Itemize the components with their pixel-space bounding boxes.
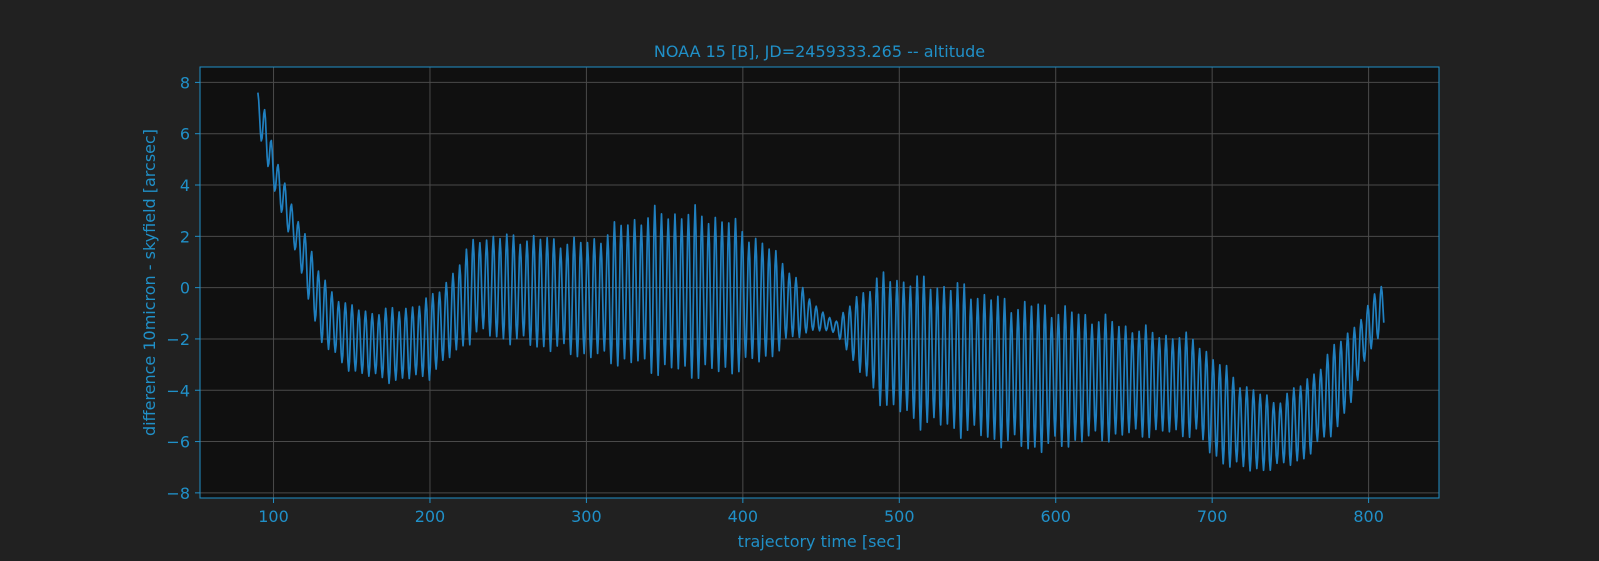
y-tick-label: −8: [166, 484, 190, 503]
chart-title: NOAA 15 [B], JD=2459333.265 -- altitude: [654, 42, 985, 61]
ticks: 100 200 300 400 500 600 700 800 8 6 4 2 0 −2 −4 −6 −8: [166, 73, 1383, 526]
x-tick-label: 800: [1353, 507, 1384, 526]
x-tick-label: 300: [571, 507, 602, 526]
y-tick-label: −4: [166, 381, 190, 400]
x-tick-label: 600: [1040, 507, 1071, 526]
y-tick-label: 4: [180, 176, 190, 195]
axes-frame: [199, 66, 1440, 499]
x-tick-label: 700: [1197, 507, 1228, 526]
y-tick-label: 0: [180, 279, 190, 298]
x-tick-label: 500: [884, 507, 915, 526]
grid: [200, 67, 1439, 498]
x-tick-label: 200: [415, 507, 446, 526]
series-line: [257, 92, 1385, 472]
y-tick-label: 6: [180, 125, 190, 144]
plot-area: [200, 67, 1439, 498]
y-tick-label: 8: [180, 73, 190, 92]
x-tick-label: 400: [728, 507, 759, 526]
y-axis-label: difference 10micron - skyfield [arcsec]: [140, 129, 159, 436]
x-axis-label: trajectory time [sec]: [738, 532, 902, 551]
y-tick-label: 2: [180, 227, 190, 246]
x-tick-label: 100: [258, 507, 289, 526]
y-tick-label: −6: [166, 433, 190, 452]
y-tick-label: −2: [166, 330, 190, 349]
